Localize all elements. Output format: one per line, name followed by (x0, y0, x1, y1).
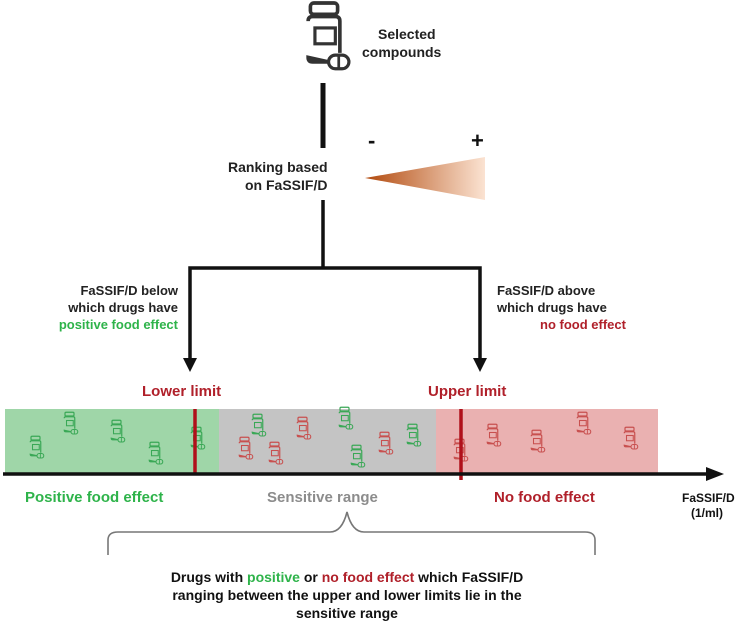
gradient-wedge (365, 157, 485, 200)
lower-limit-label: Lower limit (142, 383, 221, 400)
pill-bottle-icon (308, 3, 349, 69)
plus-sign: + (471, 128, 484, 153)
sensitive-zone-label: Sensitive range (267, 489, 378, 506)
right-branch-text-2: which drugs have (496, 300, 607, 315)
arrow-down-right-icon (473, 358, 487, 372)
note-line-1: Drugs with positive or no food effect wh… (171, 569, 523, 585)
ranking-label-1: Ranking based (228, 159, 328, 175)
sensitive-range-brace (107, 511, 596, 555)
note-line-2: ranging between the upper and lower limi… (172, 587, 521, 603)
minus-sign: - (368, 128, 375, 153)
note-line-3: sensitive range (296, 605, 398, 621)
selected-compounds-label-1: Selected (378, 26, 436, 42)
right-branch-text-3: no food effect (540, 317, 627, 332)
arrow-down-left-icon (183, 358, 197, 372)
axis-arrow-icon (706, 467, 724, 481)
ranking-label-2: on FaSSIF/D (245, 177, 327, 193)
left-branch-text-3: positive food effect (59, 317, 179, 332)
left-branch-text-1: FaSSIF/D below (80, 283, 178, 298)
right-branch-text-1: FaSSIF/D above (497, 283, 595, 298)
no-effect-zone (436, 409, 658, 473)
axis-label-1: FaSSIF/D (682, 491, 735, 505)
axis-label-2: (1/ml) (691, 506, 723, 520)
sensitive-zone (219, 409, 436, 473)
selected-compounds-label-2: compounds (362, 44, 442, 60)
left-branch-text-2: which drugs have (67, 300, 178, 315)
positive-zone-label: Positive food effect (25, 489, 163, 506)
no-effect-zone-label: No food effect (494, 489, 595, 506)
branch-connector (188, 200, 482, 360)
upper-limit-label: Upper limit (428, 383, 506, 400)
